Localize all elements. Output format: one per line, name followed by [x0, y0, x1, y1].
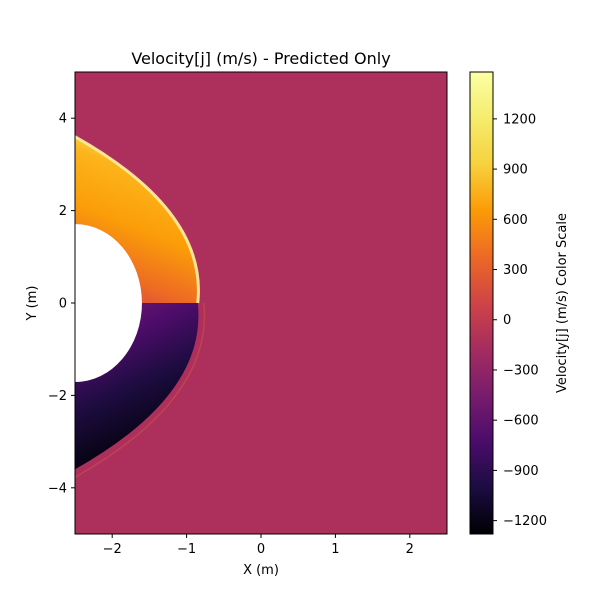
colorbar-tick-label: −300 — [503, 363, 539, 378]
body-cutout — [75, 224, 142, 382]
x-axis-label: X (m) — [243, 563, 279, 578]
colorbar-gradient — [470, 72, 493, 534]
colorbar-tick-label: −600 — [503, 414, 539, 429]
colorbar-label: Velocity[j] (m/s) Color Scale — [555, 213, 570, 393]
colorbar-ticks: −1200 −900 −600 −300 0 300 600 900 1200 — [493, 112, 547, 529]
colorbar-tick-label: 1200 — [503, 112, 536, 127]
y-tick-label: 0 — [59, 297, 67, 312]
y-tick-label: 2 — [59, 204, 67, 219]
x-tick-label: −1 — [177, 542, 196, 557]
shock-front-lower — [75, 302, 206, 478]
y-tick-label: −4 — [48, 481, 67, 496]
chart-title: Velocity[j] (m/s) - Predicted Only — [131, 49, 390, 68]
positive-velocity-region — [75, 136, 199, 303]
colorbar-tick-label: 0 — [503, 313, 511, 328]
colorbar-tick-label: 300 — [503, 263, 528, 278]
x-tick-label: 2 — [406, 542, 414, 557]
y-tick-label: 4 — [59, 112, 67, 127]
x-tick-label: 1 — [331, 542, 339, 557]
y-axis-ticks: −4 −2 0 2 4 — [48, 112, 75, 496]
negative-velocity-region — [75, 303, 199, 470]
colorbar-tick-label: 900 — [503, 163, 528, 178]
y-axis-label: Y (m) — [25, 286, 40, 322]
colorbar: −1200 −900 −600 −300 0 300 600 900 1200 Velocity… — [469, 71, 570, 535]
plot-area — [74, 71, 448, 535]
colorbar-frame — [469, 71, 494, 535]
x-axis-ticks: −2 −1 0 1 2 — [103, 534, 414, 557]
colorbar-tick-label: −1200 — [503, 514, 547, 529]
colorbar-tick-label: −900 — [503, 464, 539, 479]
y-tick-label: −2 — [48, 389, 67, 404]
shock-front-upper — [75, 135, 200, 304]
x-tick-label: 0 — [257, 542, 265, 557]
colorbar-tick-label: 600 — [503, 213, 528, 228]
x-tick-label: −2 — [103, 542, 122, 557]
heatmap-field — [75, 135, 206, 478]
